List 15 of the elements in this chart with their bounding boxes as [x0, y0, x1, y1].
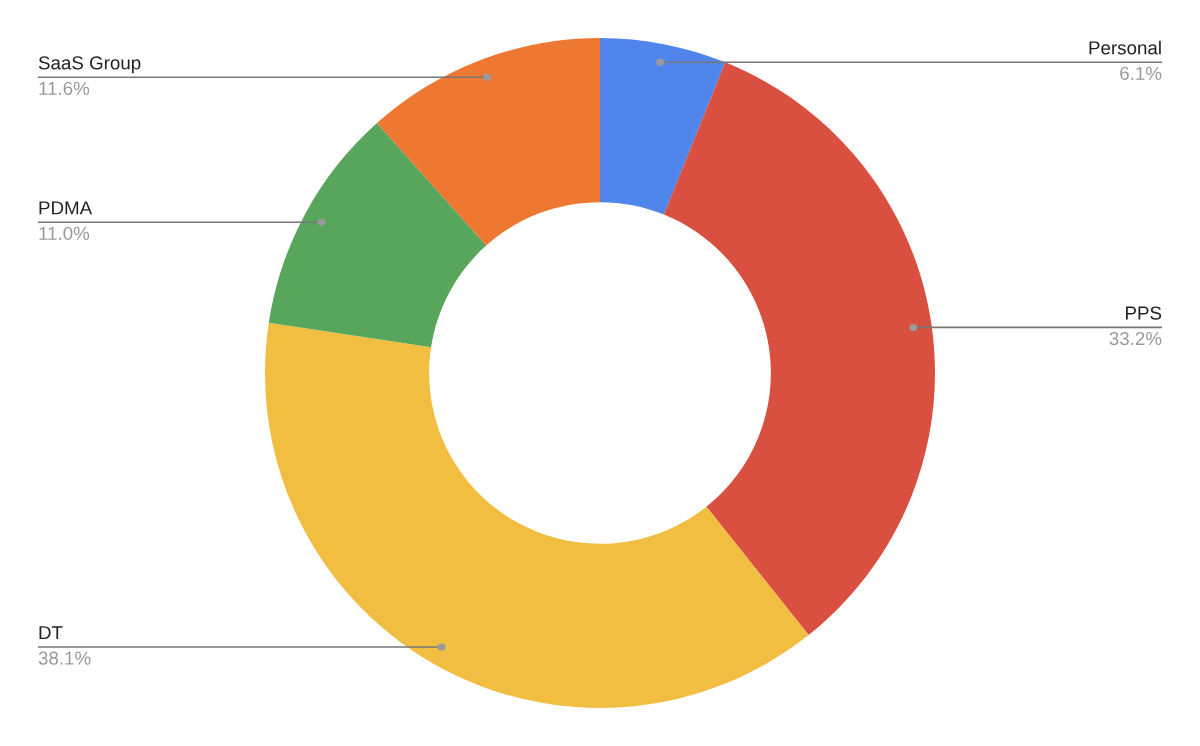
slice-label: SaaS Group	[38, 56, 141, 74]
slice-label: Personal	[1089, 40, 1161, 55]
data-label: 6.1%	[1120, 66, 1162, 80]
data-label: 33.2%	[1109, 331, 1162, 346]
data-label: 11.0%	[39, 226, 90, 241]
slice-label: PDMA	[39, 201, 93, 215]
donut-slice	[376, 38, 600, 246]
donut-slice	[268, 123, 487, 348]
slice-label: PPS	[1126, 306, 1162, 320]
donut-slice	[265, 322, 809, 708]
data-label: 11.6%	[39, 81, 90, 95]
data-label: 38.1%	[38, 651, 91, 665]
donut-slice	[600, 38, 726, 215]
slice-label: DT	[39, 626, 63, 640]
donut-slice	[663, 62, 935, 636]
